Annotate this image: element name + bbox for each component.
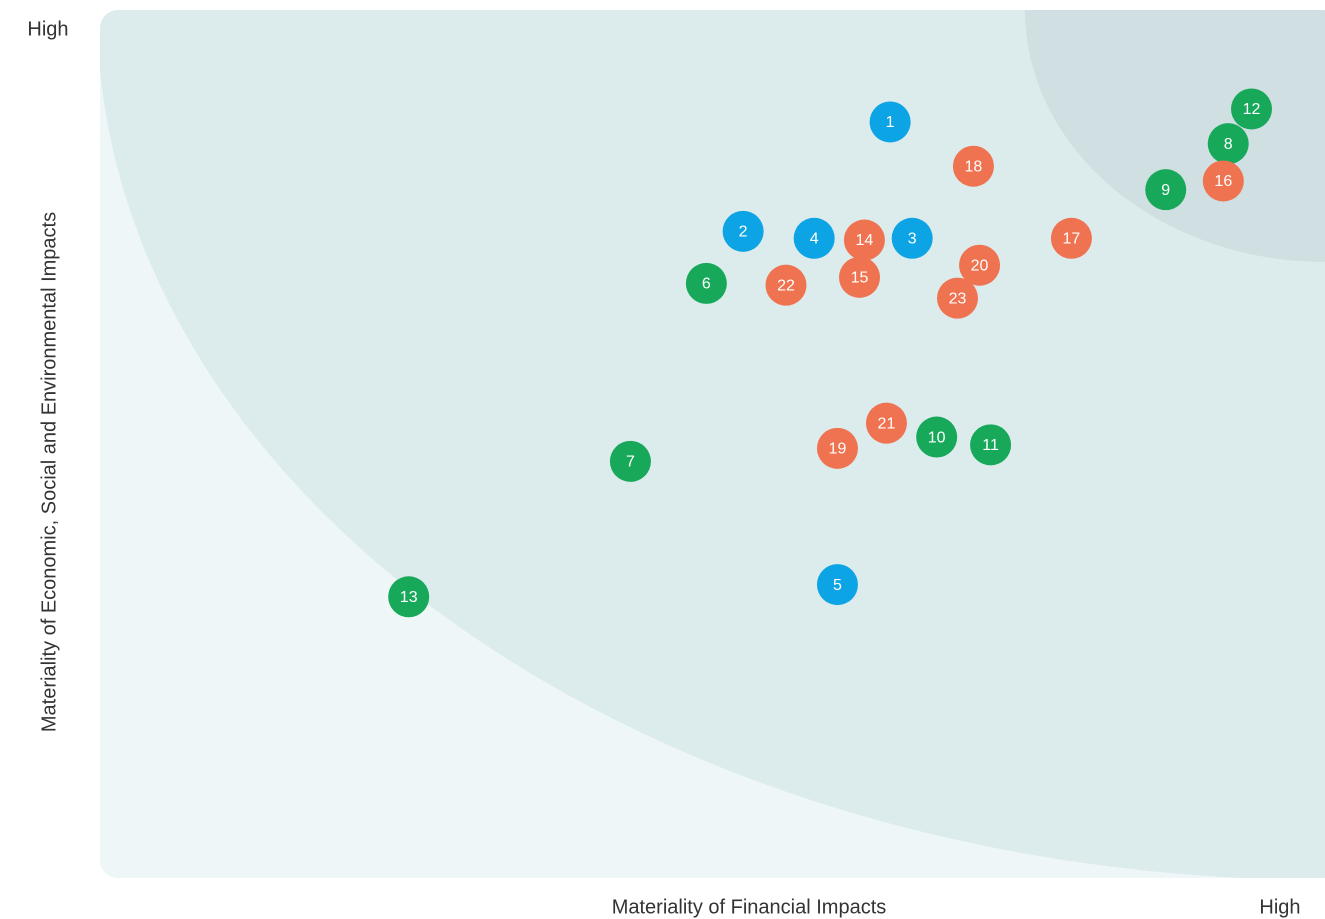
point-label: 21 bbox=[878, 415, 896, 432]
point bbox=[609, 440, 651, 482]
point-label: 18 bbox=[965, 158, 983, 175]
point bbox=[1145, 169, 1187, 211]
point-label: 6 bbox=[702, 276, 711, 293]
point-label: 17 bbox=[1063, 231, 1081, 248]
point bbox=[1231, 88, 1272, 130]
point bbox=[388, 576, 430, 618]
point-label: 19 bbox=[829, 441, 847, 458]
plot-background bbox=[100, 10, 1325, 878]
point bbox=[869, 101, 911, 143]
point bbox=[816, 427, 858, 469]
y-axis-label: Materiality of Economic, Social and Envi… bbox=[38, 212, 60, 732]
mid-zone bbox=[100, 10, 1325, 878]
point-label: 13 bbox=[400, 589, 418, 606]
point bbox=[765, 264, 807, 306]
point bbox=[891, 217, 933, 259]
point-label: 12 bbox=[1243, 101, 1261, 118]
point bbox=[722, 210, 764, 252]
point bbox=[685, 262, 727, 304]
point-label: 10 bbox=[928, 429, 946, 446]
point-label: 3 bbox=[908, 231, 917, 248]
point-label: 1 bbox=[886, 114, 895, 131]
point-label: 9 bbox=[1161, 182, 1170, 199]
point-label: 5 bbox=[833, 577, 842, 594]
x-high-label: High bbox=[1259, 896, 1300, 918]
point bbox=[1050, 217, 1092, 259]
point bbox=[843, 219, 885, 261]
point bbox=[1207, 123, 1249, 165]
point-label: 11 bbox=[982, 437, 999, 454]
point bbox=[793, 217, 835, 259]
point-label: 8 bbox=[1224, 136, 1233, 153]
point bbox=[916, 416, 958, 458]
point bbox=[952, 145, 994, 187]
point bbox=[816, 564, 858, 606]
point bbox=[959, 244, 1001, 286]
point-label: 7 bbox=[626, 454, 635, 471]
point-label: 2 bbox=[739, 224, 748, 241]
point bbox=[865, 402, 907, 444]
point-label: 16 bbox=[1214, 173, 1232, 190]
x-axis-label: Materiality of Financial Impacts bbox=[612, 896, 887, 918]
point bbox=[839, 256, 880, 298]
point bbox=[937, 277, 978, 319]
point-label: 23 bbox=[949, 290, 967, 307]
point-label: 4 bbox=[810, 231, 819, 248]
point bbox=[1202, 160, 1244, 202]
high-zone bbox=[1025, 10, 1325, 262]
y-high-label: High bbox=[27, 18, 68, 40]
point-label: 20 bbox=[971, 257, 989, 274]
point-label: 14 bbox=[856, 232, 874, 249]
point bbox=[970, 424, 1012, 466]
point-label: 22 bbox=[777, 277, 795, 294]
point-label: 15 bbox=[851, 270, 869, 287]
